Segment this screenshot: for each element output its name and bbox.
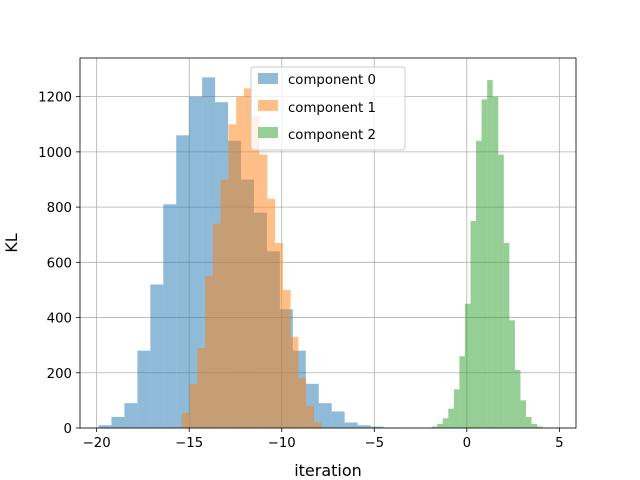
histogram-bar-component-0 xyxy=(370,426,384,428)
histogram-bar-component-2 xyxy=(509,320,515,428)
axes xyxy=(79,57,577,429)
histogram-bar-component-2 xyxy=(514,370,521,428)
histogram-bar-component-2 xyxy=(498,154,504,428)
histogram-bar-component-2 xyxy=(431,426,438,428)
histogram-bar-component-2 xyxy=(487,80,493,429)
x-axis-label: iteration xyxy=(294,461,362,480)
histogram-bar-component-1 xyxy=(259,154,268,428)
histogram-bar-component-1 xyxy=(282,289,291,428)
histogram-bar-component-0 xyxy=(124,403,138,428)
histogram-bar-component-0 xyxy=(357,425,371,428)
histogram-bar-component-0 xyxy=(344,422,358,428)
histogram-bar-component-0 xyxy=(176,135,190,429)
x-axis-ticks: −20 −15 −10 −5 0 5 xyxy=(83,428,564,451)
x-tick-label: −15 xyxy=(175,436,203,451)
y-tick-label: 1200 xyxy=(38,91,72,106)
histogram-bar-component-1 xyxy=(243,88,252,428)
histogram-bar-component-1 xyxy=(205,276,213,428)
histogram-bar-component-2 xyxy=(453,389,460,428)
histogram-bar-component-0 xyxy=(98,425,112,428)
y-tick-label: 600 xyxy=(47,256,72,271)
y-tick-label: 200 xyxy=(47,367,72,382)
legend: component 0 component 1 component 2 xyxy=(250,66,406,151)
y-tick-label: 400 xyxy=(47,312,72,327)
legend-label-component-1: component 1 xyxy=(288,101,376,116)
histogram-bar-component-0 xyxy=(150,284,164,428)
histogram-bar-component-2 xyxy=(492,96,499,429)
histogram-bar-component-0 xyxy=(163,204,177,428)
legend-box xyxy=(250,66,406,151)
histogram-bar-component-1 xyxy=(220,179,229,428)
histogram-bar-component-1 xyxy=(181,412,190,428)
histogram-bar-component-2 xyxy=(459,356,465,428)
y-tick-label: 1000 xyxy=(38,146,72,161)
histogram-bar-component-1 xyxy=(290,336,299,428)
histogram-bar-component-1 xyxy=(236,96,244,429)
histogram-bar-component-0 xyxy=(137,350,151,428)
x-tick-label: −10 xyxy=(268,436,296,451)
histogram-bar-component-2 xyxy=(537,426,543,428)
histogram-bar-component-1 xyxy=(228,124,237,429)
histogram-bar-component-2 xyxy=(520,400,527,428)
histogram-bar-component-2 xyxy=(464,303,471,428)
x-tick-label: 5 xyxy=(555,436,563,451)
y-axis-ticks: 0 200 400 600 800 1000 1200 xyxy=(38,91,80,437)
histogram-bar-component-2 xyxy=(476,140,482,428)
histogram-bar-component-1 xyxy=(298,378,307,428)
histogram-bar-component-1 xyxy=(197,347,206,428)
x-tick-label: 0 xyxy=(463,436,471,451)
plot-frame xyxy=(79,57,577,429)
histogram-bars xyxy=(98,77,543,429)
histogram-bar-component-1 xyxy=(275,243,283,428)
histogram-bar-component-2 xyxy=(448,408,454,428)
legend-label-component-2: component 2 xyxy=(288,128,376,143)
histogram-bar-component-1 xyxy=(313,422,322,428)
y-tick-label: 800 xyxy=(47,201,72,216)
histogram-bar-component-2 xyxy=(470,220,477,428)
histogram-bar-component-2 xyxy=(442,418,449,428)
legend-swatch-component-1 xyxy=(258,100,278,111)
legend-swatch-component-2 xyxy=(258,127,278,138)
histogram-bar-component-1 xyxy=(189,383,198,428)
histogram-bar-component-2 xyxy=(503,243,510,428)
histogram-bar-component-2 xyxy=(526,416,532,428)
legend-label-component-0: component 0 xyxy=(288,73,376,88)
histogram-bar-component-2 xyxy=(481,99,488,428)
legend-swatch-component-0 xyxy=(258,73,278,84)
histogram-bar-component-1 xyxy=(267,198,276,428)
y-axis-label: KL xyxy=(2,233,21,252)
histogram-bar-component-0 xyxy=(189,96,203,429)
x-tick-label: −5 xyxy=(364,436,384,451)
histogram-bar-component-0 xyxy=(318,403,332,428)
histogram-bar-component-1 xyxy=(251,115,260,428)
histogram-bar-component-1 xyxy=(306,405,314,428)
histogram-bar-component-1 xyxy=(212,223,221,428)
histogram-bar-component-0 xyxy=(111,416,125,428)
histogram-bar-component-0 xyxy=(331,411,345,428)
histogram-bar-component-2 xyxy=(437,423,443,428)
histogram-bar-component-2 xyxy=(531,423,538,428)
y-tick-label: 0 xyxy=(64,422,72,437)
x-tick-label: −20 xyxy=(83,436,111,451)
